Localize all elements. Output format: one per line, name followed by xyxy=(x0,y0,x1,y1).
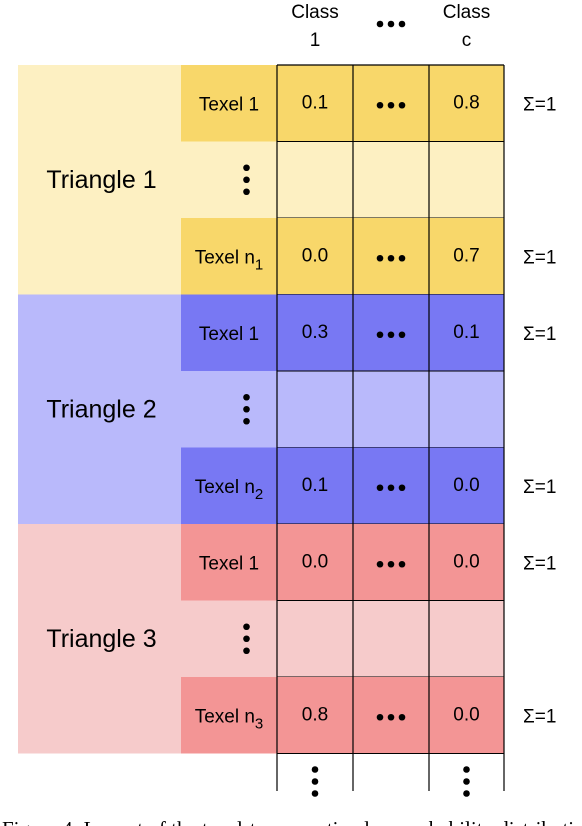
probability-value: 0.1 xyxy=(302,92,328,113)
class-1-header-line1: Class xyxy=(291,2,339,23)
class-1-header-line2: 1 xyxy=(310,30,321,51)
probability-value: 0.8 xyxy=(302,704,328,725)
triangle-label: Triangle 1 xyxy=(46,166,156,194)
probability-value: 0.0 xyxy=(302,551,328,572)
cell-ellipsis-icon xyxy=(376,484,406,492)
texel-label: Texel n2 xyxy=(195,477,264,503)
texel-label: Texel 1 xyxy=(199,324,259,345)
texel-row: Texel 1 0.3 0.1 Σ=1 xyxy=(181,294,556,371)
probability-value: 0.3 xyxy=(302,322,328,343)
continuation-ellipsis-icon xyxy=(311,766,319,797)
texel-row-highlight xyxy=(181,218,504,295)
vertical-ellipsis-icon xyxy=(243,393,250,425)
row-sum-label: Σ=1 xyxy=(523,553,556,574)
vertical-ellipsis-icon xyxy=(243,623,250,655)
texel-row-highlight xyxy=(181,65,504,142)
texel-subscript: 1 xyxy=(255,256,263,273)
texel-row-highlight xyxy=(181,447,504,524)
row-sum-label: Σ=1 xyxy=(523,477,556,498)
row-sum-label: Σ=1 xyxy=(523,94,556,115)
class-c-header-line1: Class xyxy=(443,2,491,23)
ellipsis-row xyxy=(243,623,250,655)
texel-subscript: 2 xyxy=(255,486,263,503)
figure-caption: Figure 4: Layout of the texel-to-semanti… xyxy=(2,817,582,826)
row-sum-label: Σ=1 xyxy=(523,324,556,345)
probability-value: 0.7 xyxy=(453,245,479,266)
class-c-header-line2: c xyxy=(462,30,472,51)
ellipsis-row xyxy=(243,164,250,196)
cell-ellipsis-icon xyxy=(376,254,406,262)
triangle-block-1: Triangle 1 Texel 1 0.1 0.8 Σ=1 Texel n1 0.0 0.7… xyxy=(18,65,556,295)
probability-value: 0.1 xyxy=(302,475,328,496)
continuation-ellipsis-icon xyxy=(463,766,470,797)
probability-value: 0.0 xyxy=(302,245,328,266)
texel-label: Texel 1 xyxy=(199,94,259,115)
texel-row: Texel 1 0.0 0.0 Σ=1 xyxy=(181,524,556,601)
texel-subscript: 3 xyxy=(255,715,263,732)
cell-ellipsis-icon xyxy=(376,331,406,339)
texel-row: Texel n1 0.0 0.7 Σ=1 xyxy=(181,218,556,295)
probability-value: 0.8 xyxy=(453,92,479,113)
texel-row: Texel 1 0.1 0.8 Σ=1 xyxy=(181,65,556,142)
vertical-ellipsis-icon xyxy=(243,164,250,196)
texel-label: Texel n3 xyxy=(195,706,264,732)
row-sum-label: Σ=1 xyxy=(523,247,556,268)
texel-row-highlight xyxy=(181,294,504,371)
probability-value: 0.0 xyxy=(453,551,479,572)
triangle-block-2: Triangle 2 Texel 1 0.3 0.1 Σ=1 Texel n2 0.1 0.0… xyxy=(18,294,556,525)
probability-value: 0.1 xyxy=(453,322,479,343)
probability-value: 0.0 xyxy=(453,704,479,725)
texel-row-highlight xyxy=(181,524,504,601)
ellipsis-row xyxy=(243,393,250,425)
cell-ellipsis-icon xyxy=(376,713,406,721)
triangle-block-3: Triangle 3 Texel 1 0.0 0.0 Σ=1 Texel n3 0.8 0.0… xyxy=(18,524,556,754)
triangle-label: Triangle 3 xyxy=(46,625,156,653)
column-headers: Class 1 Class c xyxy=(291,2,490,51)
texel-row: Texel n3 0.8 0.0 Σ=1 xyxy=(181,677,556,754)
texel-row: Texel n2 0.1 0.0 Σ=1 xyxy=(181,447,556,524)
row-sum-label: Σ=1 xyxy=(523,706,556,727)
cell-ellipsis-icon xyxy=(376,560,406,568)
probability-value: 0.0 xyxy=(453,475,479,496)
texel-label: Texel n1 xyxy=(195,247,264,273)
header-ellipsis-icon xyxy=(376,20,406,28)
triangle-label: Triangle 2 xyxy=(46,395,156,423)
cell-ellipsis-icon xyxy=(376,101,406,109)
texel-row-highlight xyxy=(181,677,504,754)
texel-label: Texel 1 xyxy=(199,553,259,574)
